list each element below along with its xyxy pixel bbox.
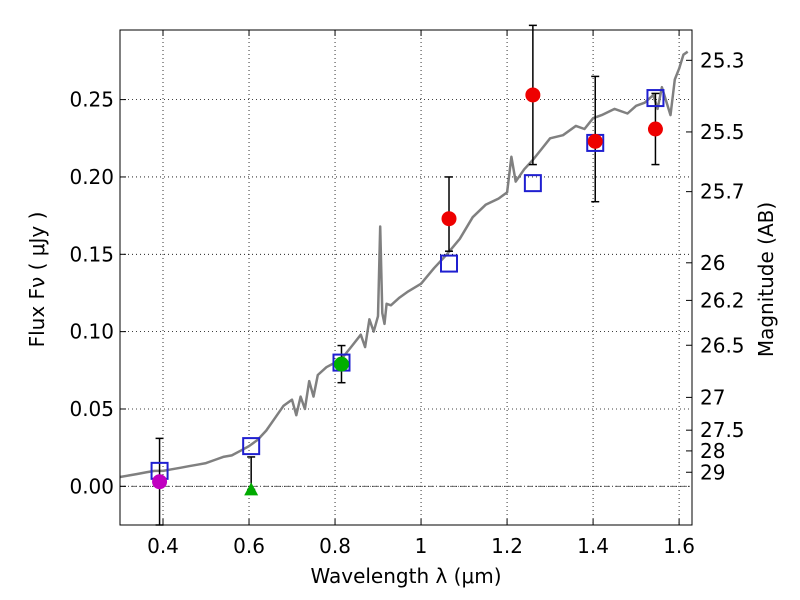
x-tick-label: 1	[415, 534, 428, 558]
y2-tick-label: 28	[700, 439, 725, 463]
y-tick-label: 0.05	[69, 397, 114, 421]
detection-point	[152, 474, 168, 490]
upper-limit-triangle	[244, 482, 259, 496]
x-axis-title: Wavelength λ (μm)	[310, 564, 501, 588]
y2-tick-label: 25.3	[700, 48, 745, 72]
spectrum-line	[119, 50, 689, 479]
y2-tick-label: 27.5	[700, 418, 745, 442]
y-tick-label: 0.25	[69, 88, 114, 112]
x-tick-label: 1.4	[577, 534, 609, 558]
y2-tick-label: 26.2	[700, 288, 745, 312]
model-photometry-square	[440, 254, 459, 273]
axis-ticks	[120, 30, 692, 525]
x-tick-label: 0.6	[233, 534, 265, 558]
model-photometry-square	[523, 174, 542, 193]
detection-point	[647, 121, 663, 137]
detection-point	[525, 87, 541, 103]
x-tick-label: 0.8	[319, 534, 351, 558]
y2-axis-title: Magnitude (AB)	[754, 202, 778, 357]
y-axis-title: Flux Fν ( μJy )	[25, 212, 49, 348]
detection-point	[441, 211, 457, 227]
plot-area	[120, 30, 692, 525]
model-photometry-square	[242, 437, 261, 456]
y2-tick-label: 25.7	[700, 180, 745, 204]
x-tick-label: 0.4	[147, 534, 179, 558]
x-tick-label: 1.2	[491, 534, 523, 558]
y2-tick-label: 27	[700, 385, 725, 409]
y2-tick-label: 26.5	[700, 333, 745, 357]
y-tick-label: 0.15	[69, 242, 114, 266]
tick-labels: 0.4 0.6 0.8 1 1.2 1.4 1.6 0.00 0.05 0.10 0.15 0.20 0…	[69, 48, 744, 558]
model-photometry-square	[646, 89, 665, 108]
x-tick-label: 1.6	[663, 534, 695, 558]
y-tick-label: 0.10	[69, 320, 114, 344]
model-spectrum	[119, 50, 689, 479]
y-tick-label: 0.20	[69, 165, 114, 189]
y2-tick-label: 29	[700, 460, 725, 484]
detection-point	[333, 356, 349, 372]
detection-point	[587, 133, 603, 149]
plot-frame	[119, 29, 693, 526]
y2-tick-label: 26	[700, 251, 725, 275]
y-tick-label: 0.00	[69, 474, 114, 498]
data-markers	[150, 87, 665, 496]
y2-tick-label: 25.5	[700, 120, 745, 144]
